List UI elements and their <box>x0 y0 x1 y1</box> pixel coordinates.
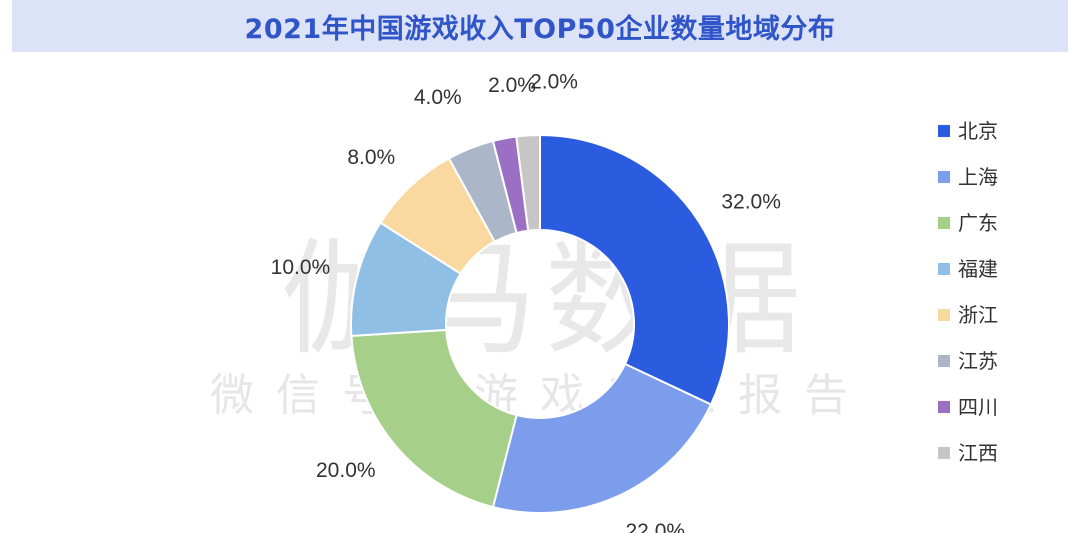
legend-label-8: 江西 <box>958 441 998 465</box>
legend-swatch-8 <box>938 447 950 459</box>
percent-label-4: 10.0% <box>271 256 331 279</box>
legend-swatch-5 <box>938 309 950 321</box>
legend-label-5: 浙江 <box>958 303 998 327</box>
percent-label-2: 22.0% <box>626 520 686 533</box>
watermark-sub-text: 微信号：游戏产业报告 <box>210 370 870 421</box>
percent-label-3: 20.0% <box>316 459 376 482</box>
donut-slices <box>350 133 730 514</box>
donut-slice-3 <box>350 328 518 509</box>
donut-slice-1 <box>539 133 730 406</box>
donut-slice-8 <box>515 133 541 232</box>
legend-swatch-4 <box>938 263 950 275</box>
percent-label-8: 2.0% <box>530 70 578 93</box>
donut-chart: 伽马数据 微信号：游戏产业报告 32.0%22.0%20.0%10.0%8.0%… <box>210 70 998 533</box>
legend-label-7: 四川 <box>958 395 998 419</box>
legend-swatch-3 <box>938 217 950 229</box>
legend-label-6: 江苏 <box>958 349 998 373</box>
percent-label-7: 2.0% <box>488 74 536 97</box>
legend-label-3: 广东 <box>958 211 998 235</box>
percent-label-5: 8.0% <box>347 146 395 169</box>
percent-label-1: 32.0% <box>721 190 781 213</box>
legend-label-2: 上海 <box>958 165 998 189</box>
percent-labels: 32.0% 22.0% 20.0% 10.0% 8.0% 4.0% 2.0%2.0% <box>271 70 781 533</box>
legend-swatch-6 <box>938 355 950 367</box>
title-bar: 2021年中国游戏收入TOP50企业数量地域分布 <box>12 0 1068 52</box>
chart-title: 2021年中国游戏收入TOP50企业数量地域分布 <box>244 13 836 45</box>
percent-label-6: 4.0% <box>414 86 462 109</box>
donut-slice-2 <box>491 362 713 514</box>
legend-label-1: 北京 <box>958 119 998 143</box>
legend-swatch-7 <box>938 401 950 413</box>
legend-swatch-1 <box>938 125 950 137</box>
legend-label-4: 福建 <box>958 257 998 281</box>
legend-swatch-2 <box>938 171 950 183</box>
